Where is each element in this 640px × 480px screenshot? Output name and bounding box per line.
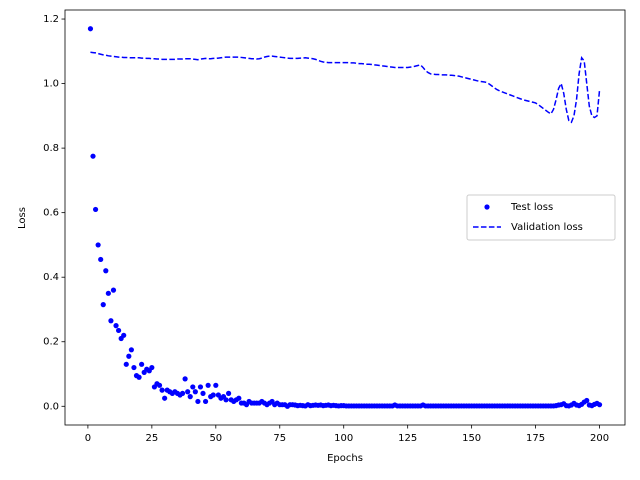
- point: [115, 327, 122, 334]
- y-tick-label: 0.6: [43, 208, 59, 219]
- plot-area: [87, 26, 603, 409]
- point: [225, 390, 232, 396]
- point: [179, 390, 186, 396]
- point: [136, 374, 142, 380]
- point: [110, 287, 117, 293]
- x-tick-label: 25: [145, 433, 158, 444]
- point: [213, 382, 219, 388]
- legend-frame: [466, 194, 616, 241]
- point: [103, 268, 109, 274]
- legend-label: Validation loss: [511, 222, 583, 233]
- point: [195, 398, 201, 405]
- line: [90, 51, 601, 124]
- point: [100, 302, 106, 308]
- point: [108, 318, 114, 324]
- point: [190, 384, 196, 390]
- legend-label: Test loss: [510, 202, 553, 213]
- x-tick-label: 50: [209, 433, 222, 444]
- point: [87, 26, 94, 32]
- point: [202, 398, 209, 405]
- x-tick-label: 75: [273, 433, 286, 444]
- point: [149, 364, 155, 371]
- point: [197, 384, 204, 390]
- point: [156, 382, 163, 388]
- point: [205, 382, 211, 388]
- point: [113, 323, 119, 329]
- point: [596, 402, 603, 408]
- point: [131, 364, 137, 371]
- point: [90, 153, 96, 159]
- point: [159, 387, 165, 393]
- x-tick-label: 125: [398, 433, 417, 444]
- x-tick-label: 200: [590, 433, 609, 444]
- point: [128, 347, 134, 353]
- axes-frame: [64, 9, 626, 426]
- point: [162, 395, 168, 401]
- y-tick-label: 1.2: [43, 14, 59, 25]
- point: [139, 361, 145, 367]
- point: [126, 353, 132, 359]
- point: [182, 376, 188, 382]
- legend: Test loss Validation loss: [466, 194, 616, 241]
- y-axis-label: Loss: [17, 207, 28, 229]
- point: [95, 242, 101, 248]
- point: [98, 256, 104, 263]
- y-tick-label: 0.0: [43, 401, 59, 412]
- x-tick-label: 100: [334, 433, 353, 444]
- y-tick-label: 0.2: [43, 337, 59, 348]
- y-tick-label: 1.0: [43, 79, 59, 90]
- point: [185, 389, 191, 395]
- x-tick-label: 175: [526, 433, 545, 444]
- x-tick-label: 0: [85, 433, 91, 444]
- y-tick-label: 0.4: [43, 272, 59, 283]
- point: [223, 397, 229, 403]
- point: [200, 390, 206, 396]
- point: [123, 361, 129, 367]
- y-tick-label: 0.8: [43, 143, 59, 154]
- x-axis-label: Epochs: [327, 453, 363, 464]
- point: [584, 397, 590, 404]
- point: [121, 332, 127, 338]
- legend-swatch: [484, 204, 490, 210]
- point: [92, 206, 99, 213]
- point: [236, 395, 242, 401]
- x-tick-label: 150: [462, 433, 481, 444]
- point: [192, 389, 198, 395]
- point: [105, 290, 111, 296]
- point: [210, 392, 216, 398]
- point: [187, 394, 193, 400]
